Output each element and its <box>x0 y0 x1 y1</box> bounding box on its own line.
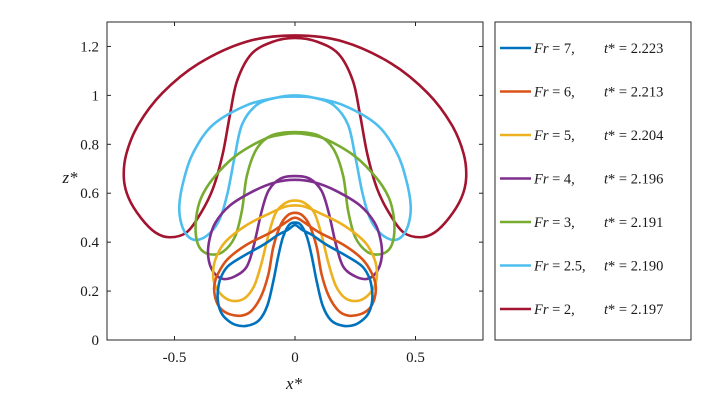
x-tick-label: -0.5 <box>163 350 187 366</box>
legend-item: Fr = 4, t* = 2.196 <box>500 172 663 188</box>
legend-box <box>494 21 692 341</box>
y-axis-label: z* <box>61 168 78 187</box>
y-tick-label: 1.2 <box>80 39 99 55</box>
y-tick-label: 0.8 <box>80 137 99 153</box>
legend-item: Fr = 7, t* = 2.223 <box>500 41 663 57</box>
series-curve-fr-6 <box>212 211 378 318</box>
y-tick-label: 0 <box>92 333 100 349</box>
y-tick-label: 0.4 <box>80 235 99 251</box>
legend-label: Fr = 3, t* = 2.191 <box>533 215 663 231</box>
y-tick-label: 0.6 <box>80 186 99 202</box>
series-curve-fr-5 <box>211 199 379 303</box>
x-axis-label: x* <box>285 374 303 393</box>
legend-item: Fr = 2.5, t* = 2.190 <box>500 259 663 275</box>
series-curve-fr-2 <box>122 34 468 239</box>
x-tick-label: 0.5 <box>406 350 425 366</box>
series-curve-fr-4 <box>206 174 384 281</box>
legend: Fr = 7, t* = 2.223 Fr = 6, t* = 2.213 Fr = 5… <box>494 21 692 341</box>
legend-item: Fr = 2, t* = 2.197 <box>500 302 663 318</box>
x-ticks: -0.5 0 0.5 <box>163 22 425 366</box>
legend-item: Fr = 5, t* = 2.204 <box>500 128 664 144</box>
y-tick-label: 1 <box>92 88 100 104</box>
legend-label: Fr = 4, t* = 2.196 <box>533 172 663 188</box>
legend-label: Fr = 2.5, t* = 2.190 <box>533 259 663 275</box>
legend-item: Fr = 3, t* = 2.191 <box>500 215 663 231</box>
plot-area: -0.5 0 0.5 0 0.2 0.4 0.6 0.8 1 1.2 x* z* <box>61 21 484 393</box>
legend-label: Fr = 5, t* = 2.204 <box>533 128 664 144</box>
curves <box>122 34 468 328</box>
legend-item: Fr = 6, t* = 2.213 <box>500 85 663 101</box>
y-tick-label: 0.2 <box>80 284 99 300</box>
legend-label: Fr = 6, t* = 2.213 <box>533 85 663 101</box>
x-tick-label: 0 <box>291 350 299 366</box>
y-ticks: 0 0.2 0.4 0.6 0.8 1 1.2 <box>80 39 483 349</box>
legend-entries: Fr = 7, t* = 2.223 Fr = 6, t* = 2.213 Fr = 5… <box>500 41 664 318</box>
legend-label: Fr = 7, t* = 2.223 <box>533 41 663 57</box>
legend-label: Fr = 2, t* = 2.197 <box>533 302 663 318</box>
series-curve-fr-7 <box>216 221 374 328</box>
series-curve-fr-3 <box>194 130 396 256</box>
